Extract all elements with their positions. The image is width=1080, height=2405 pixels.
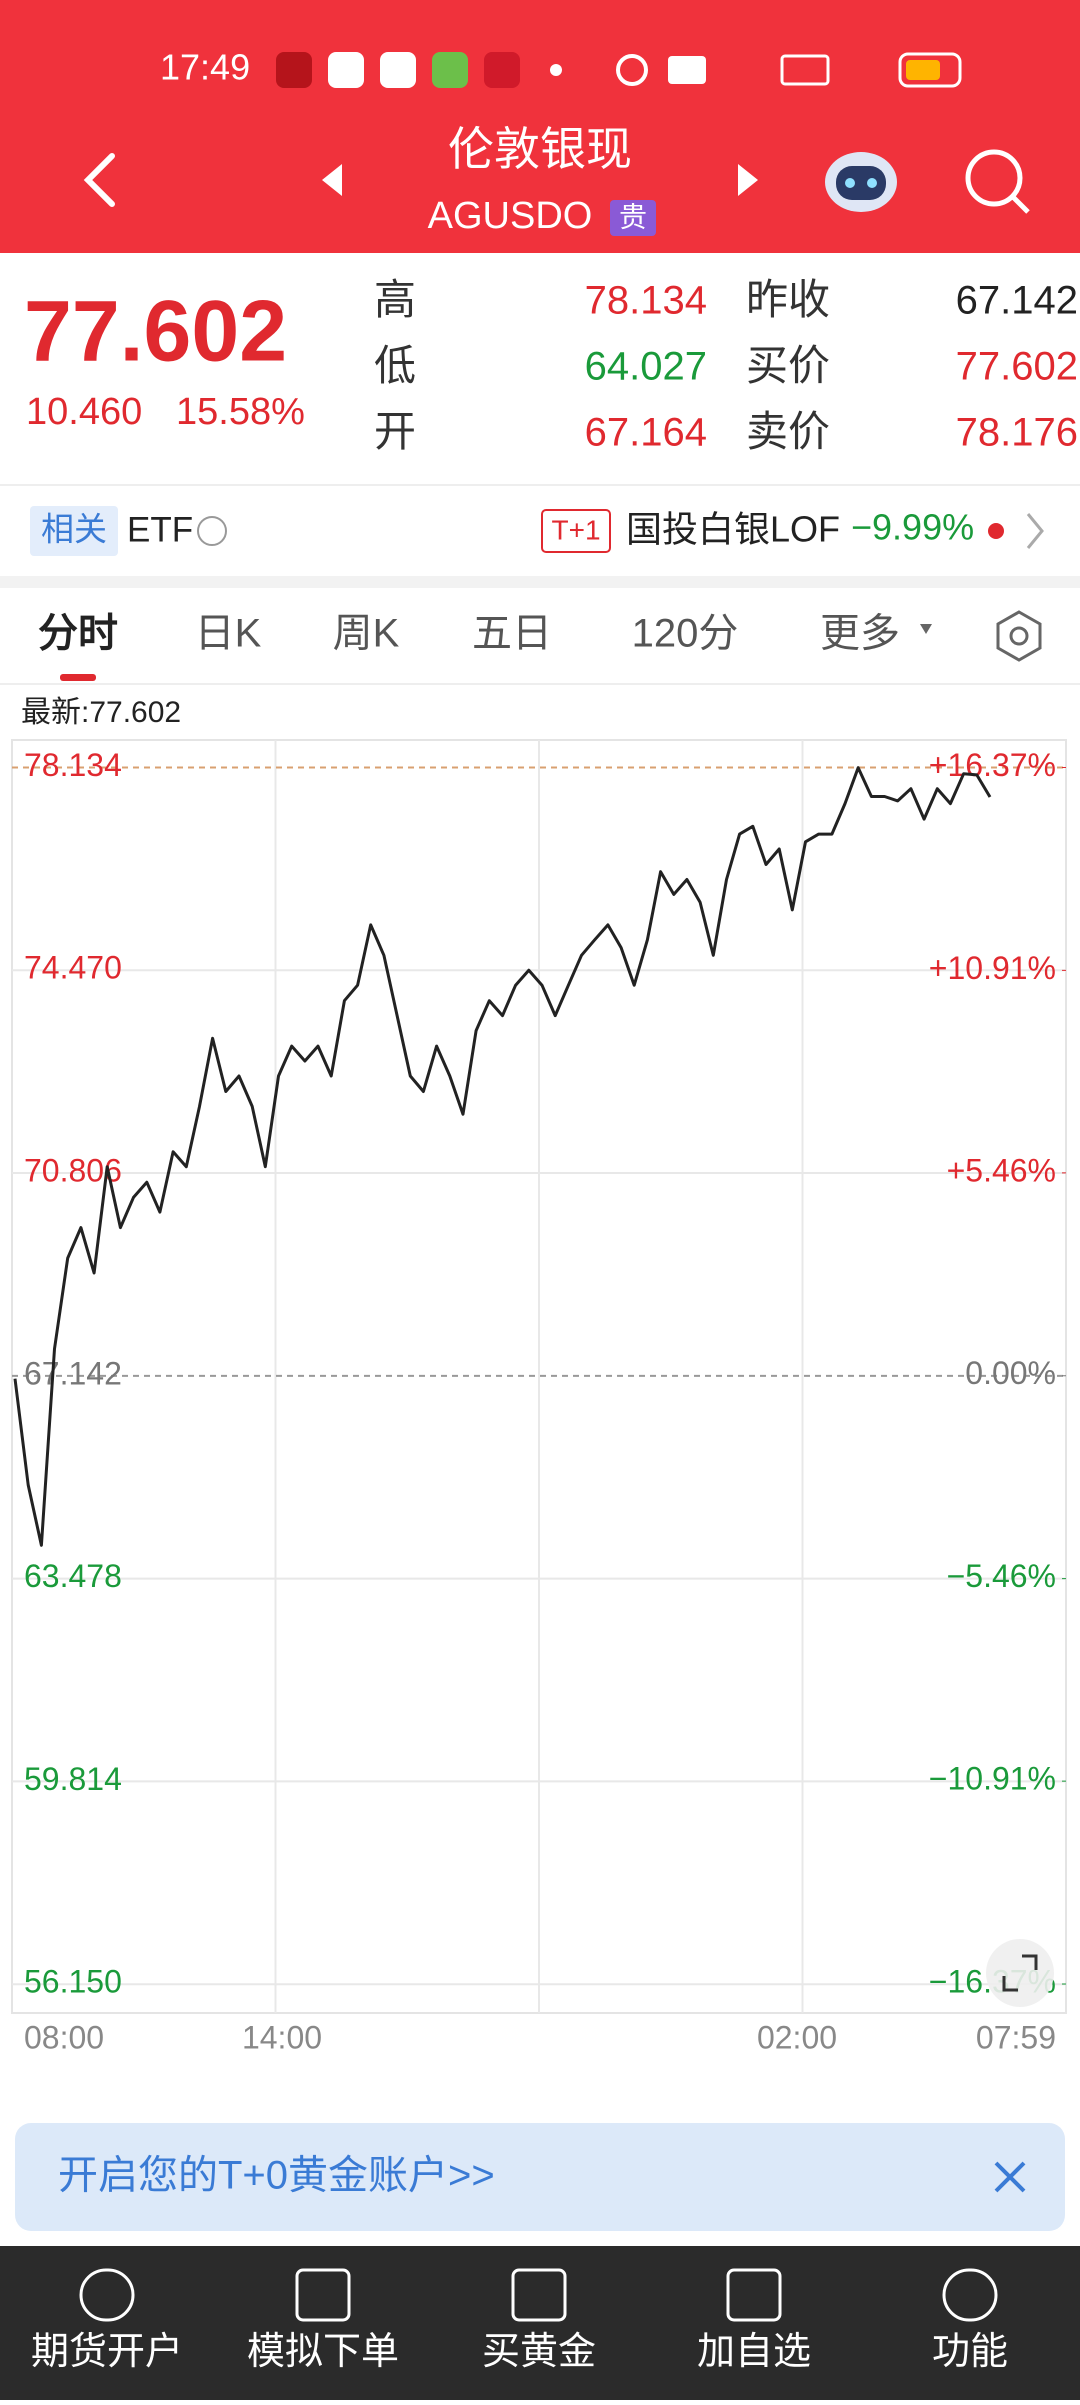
- settings-button[interactable]: [996, 610, 1042, 662]
- tab-underline: [60, 674, 96, 681]
- y-tick-label: 59.814: [24, 1761, 122, 1797]
- quote-label: 买价: [746, 342, 830, 389]
- quote-value: 78.176: [956, 411, 1078, 455]
- badge-bg: [610, 200, 656, 236]
- nav-label[interactable]: 期货开户: [31, 2331, 183, 2373]
- quote-value: 67.142: [956, 279, 1078, 323]
- y2-tick-label: 0.00%: [965, 1355, 1056, 1391]
- etf-market: T+1: [551, 514, 600, 545]
- nav-icon: [726, 2268, 782, 2322]
- nav-label[interactable]: 功能: [932, 2331, 1008, 2373]
- banner[interactable]: [15, 2123, 1065, 2231]
- settings-dot: [1009, 626, 1029, 646]
- status-time: 17:49: [160, 47, 250, 88]
- etf-change: −9.99%: [851, 507, 974, 548]
- nav-label[interactable]: 买黄金: [482, 2331, 596, 2373]
- tab[interactable]: 日K: [195, 612, 262, 656]
- price: 77.602: [24, 284, 287, 380]
- nav-icon: [511, 2268, 567, 2322]
- quote-value: 78.134: [585, 279, 707, 323]
- nav-icon: [295, 2268, 351, 2322]
- search-button[interactable]: [965, 149, 1030, 214]
- etf-name[interactable]: 国投白银LOF: [626, 509, 840, 550]
- y-tick-label: 74.470: [24, 950, 122, 986]
- y-tick-label: 78.134: [24, 747, 122, 783]
- quote-value: 67.164: [585, 411, 707, 455]
- change: 10.460: [26, 391, 142, 433]
- band: [0, 576, 1080, 588]
- tab[interactable]: 更多: [820, 612, 900, 656]
- y-tick-label: 63.478: [24, 1558, 122, 1594]
- y2-tick-label: +5.46%: [947, 1152, 1056, 1188]
- more-arrow: [920, 624, 932, 634]
- prev-button[interactable]: [322, 164, 342, 196]
- x-tick-label: 14:00: [242, 2019, 322, 2055]
- quote-value: 64.027: [585, 345, 707, 389]
- y-tick-label: 67.142: [24, 1355, 122, 1391]
- assistant-button[interactable]: [825, 152, 897, 212]
- y2-tick-label: −10.91%: [929, 1761, 1056, 1797]
- nav-label[interactable]: 加自选: [697, 2331, 811, 2373]
- price-line: [13, 766, 992, 1547]
- etf-tag: 相关: [41, 511, 107, 548]
- y2-tick-label: +10.91%: [929, 950, 1056, 986]
- quote-value: 77.602: [956, 345, 1078, 389]
- expand-button[interactable]: [986, 1939, 1054, 2007]
- etf-tag-bg: [30, 506, 118, 556]
- tab[interactable]: 周K: [333, 612, 400, 656]
- quote-label: 卖价: [746, 408, 830, 455]
- etf-label: ETF: [127, 510, 193, 549]
- banner-text: 开启您的T+0黄金账户>>: [58, 2154, 495, 2198]
- x-tick-label: 02:00: [757, 2019, 837, 2055]
- tab[interactable]: 120分: [632, 612, 739, 656]
- nav-icon: [79, 2268, 135, 2322]
- nav-bar: [0, 2246, 1080, 2400]
- latest: 最新:77.602: [21, 696, 181, 729]
- market-box: [541, 509, 611, 553]
- tab[interactable]: 分时: [38, 612, 118, 656]
- title: 伦敦银现: [448, 123, 632, 175]
- x-tick-label: 07:59: [976, 2019, 1056, 2055]
- next-button[interactable]: [738, 164, 758, 196]
- chevron[interactable]: [1026, 513, 1044, 549]
- status-icons: [276, 52, 962, 88]
- y-tick-label: 56.150: [24, 1964, 122, 2000]
- y2-tick-label: −5.46%: [947, 1558, 1056, 1594]
- nav-label[interactable]: 模拟下单: [247, 2331, 399, 2373]
- code: AGUSDO: [428, 195, 593, 237]
- quote-label: 开: [374, 408, 416, 455]
- header-bg: [0, 0, 1080, 253]
- tab[interactable]: 五日: [472, 612, 552, 656]
- quote-label: 昨收: [746, 276, 830, 323]
- y2-tick-label: +16.37%: [929, 747, 1056, 783]
- badge: 贵: [619, 201, 647, 232]
- help-icon[interactable]: [197, 516, 227, 546]
- banner-close[interactable]: [994, 2161, 1026, 2193]
- dot: [988, 523, 1004, 539]
- change-pct: 15.58%: [176, 391, 305, 433]
- back-button[interactable]: [83, 153, 115, 207]
- x-tick-label: 08:00: [24, 2019, 104, 2055]
- quote-label: 高: [374, 276, 416, 323]
- quote-label: 低: [374, 342, 416, 389]
- nav-icon: [942, 2268, 998, 2322]
